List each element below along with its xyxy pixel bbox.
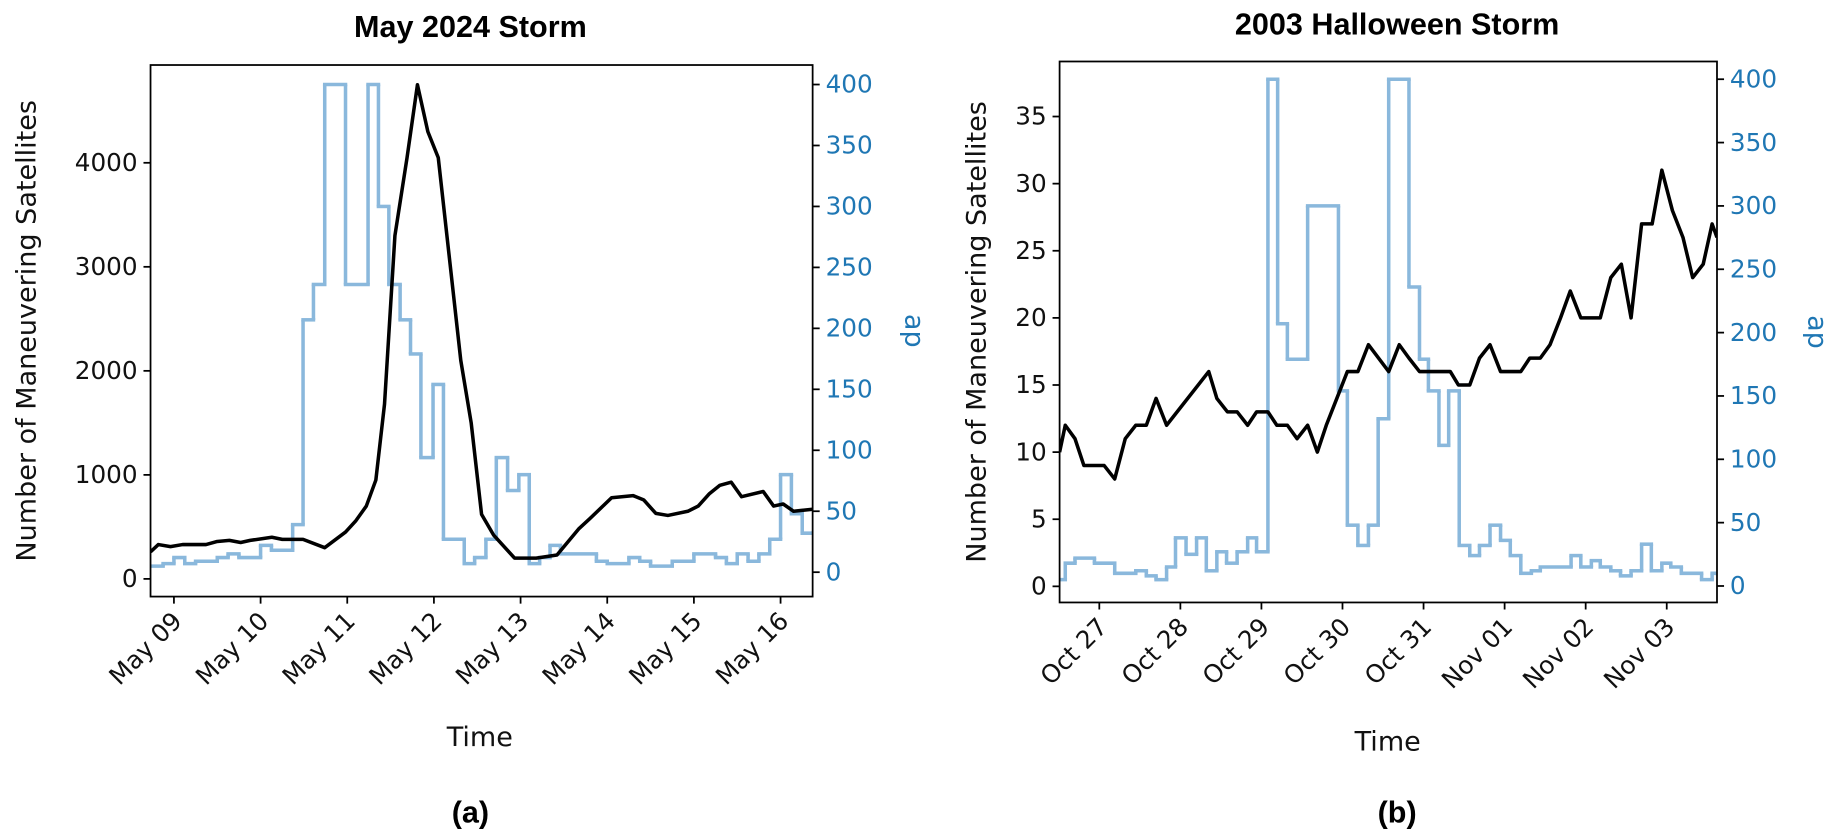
x-tick-label: Oct 30 [1278, 612, 1356, 690]
x-tick-label: Nov 02 [1517, 612, 1599, 694]
y-axis-label: Number of Maneuvering Satellites [962, 101, 993, 563]
y-tick-label: 20 [1015, 303, 1046, 332]
x-tick-label: Nov 03 [1598, 612, 1680, 694]
x-axis-label: Time [446, 722, 513, 753]
y-tick-label: 5 [1031, 504, 1047, 533]
y-tick-label: 25 [1015, 236, 1046, 265]
y-axis-label: Number of Maneuvering Satellites [11, 100, 42, 562]
x-tick-label: May 15 [623, 606, 707, 690]
y2-tick-label: 250 [826, 253, 873, 282]
x-tick-label: May 12 [363, 606, 447, 690]
x-tick-label: May 10 [190, 606, 274, 690]
y2-tick-label: 400 [1730, 64, 1777, 93]
y-tick-label: 10 [1015, 437, 1046, 466]
x-tick-label: Oct 29 [1197, 612, 1275, 690]
y-tick-label: 2000 [75, 356, 138, 385]
x-tick-label: Oct 28 [1116, 612, 1194, 690]
y2-tick-label: 100 [826, 436, 873, 465]
y2-tick-label: 150 [826, 375, 873, 404]
count-line [1059, 168, 1717, 481]
y2-axis-label: ap [899, 314, 930, 348]
y2-tick-label: 200 [826, 314, 873, 343]
y-tick-label: 0 [122, 564, 138, 593]
y2-tick-label: 150 [1730, 381, 1777, 410]
y2-tick-label: 300 [1730, 191, 1777, 220]
y-tick-label: 4000 [75, 148, 138, 177]
plot-area [150, 82, 813, 568]
y2-tick-label: 300 [826, 192, 873, 221]
x-tick-label: May 16 [710, 606, 794, 690]
x-tick-label: Oct 27 [1035, 612, 1113, 690]
x-tick-label: Oct 31 [1359, 612, 1437, 690]
y-tick-label: 1000 [75, 460, 138, 489]
y2-tick-label: 350 [826, 131, 873, 160]
x-tick-label: May 11 [277, 606, 361, 690]
x-tick-label: May 09 [103, 606, 187, 690]
y2-tick-label: 50 [1730, 508, 1761, 537]
y2-tick-label: 200 [1730, 318, 1777, 347]
chart-title: May 2024 Storm [354, 10, 587, 44]
panel-caption: (a) [452, 795, 489, 829]
count-line [150, 83, 813, 560]
y2-tick-label: 100 [1730, 445, 1777, 474]
y2-tick-label: 0 [1730, 571, 1746, 600]
y2-tick-label: 250 [1730, 254, 1777, 283]
step-riser [161, 84, 804, 567]
y2-tick-label: 50 [826, 496, 857, 525]
y-tick-label: 0 [1031, 572, 1047, 601]
y2-tick-label: 0 [826, 557, 842, 586]
x-tick-label: Nov 01 [1436, 612, 1518, 694]
y2-axis-label: ap [1802, 315, 1833, 349]
y-tick-label: 35 [1015, 102, 1046, 131]
y-tick-label: 30 [1015, 169, 1046, 198]
plot-area [1059, 77, 1717, 582]
y-tick-label: 3000 [75, 252, 138, 281]
y2-tick-label: 350 [1730, 128, 1777, 157]
y-tick-label: 15 [1015, 370, 1046, 399]
panel-caption: (b) [1378, 795, 1417, 829]
y2-tick-label: 400 [826, 70, 873, 99]
step-riser [1063, 79, 1714, 580]
chart-title: 2003 Halloween Storm [1235, 7, 1559, 41]
x-axis-label: Time [1354, 727, 1421, 758]
x-tick-label: May 13 [450, 606, 534, 690]
axes-frame [149, 64, 814, 598]
x-tick-label: May 14 [537, 606, 621, 690]
